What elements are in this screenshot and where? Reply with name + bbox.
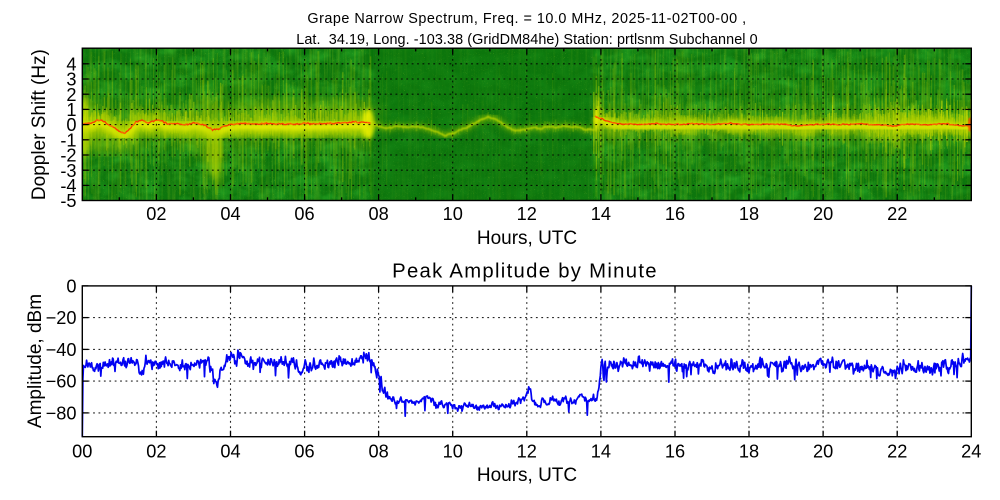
- svg-text:04: 04: [220, 442, 240, 462]
- svg-text:−60: −60: [46, 372, 77, 392]
- svg-text:2: 2: [66, 85, 76, 105]
- svg-text:Doppler Shift (Hz): Doppler Shift (Hz): [29, 49, 50, 200]
- svg-text:08: 08: [369, 442, 389, 462]
- svg-text:−80: −80: [46, 403, 77, 423]
- svg-text:20: 20: [813, 204, 833, 224]
- svg-text:1: 1: [66, 100, 76, 120]
- svg-text:−40: −40: [46, 340, 77, 360]
- svg-text:-1: -1: [60, 130, 76, 150]
- svg-text:08: 08: [369, 204, 389, 224]
- svg-text:00: 00: [72, 442, 92, 462]
- svg-text:06: 06: [294, 442, 314, 462]
- svg-text:Amplitude, dBm: Amplitude, dBm: [25, 294, 46, 428]
- svg-text:10: 10: [443, 204, 463, 224]
- svg-text:0: 0: [66, 276, 76, 296]
- svg-text:Hours, UTC: Hours, UTC: [477, 465, 577, 486]
- svg-text:−20: −20: [46, 308, 77, 328]
- svg-text:14: 14: [591, 442, 611, 462]
- svg-text:16: 16: [665, 442, 685, 462]
- svg-text:20: 20: [813, 442, 833, 462]
- svg-text:-4: -4: [60, 176, 76, 196]
- svg-text:0: 0: [66, 115, 76, 135]
- svg-text:18: 18: [739, 442, 759, 462]
- svg-text:02: 02: [146, 204, 166, 224]
- svg-text:-2: -2: [60, 146, 76, 166]
- svg-text:24: 24: [961, 442, 981, 462]
- svg-text:3: 3: [66, 70, 76, 90]
- svg-text:-3: -3: [60, 161, 76, 181]
- svg-text:06: 06: [294, 204, 314, 224]
- svg-text:18: 18: [739, 204, 759, 224]
- svg-text:Grape Narrow Spectrum, Freq. =: Grape Narrow Spectrum, Freq. = 10.0 MHz,…: [307, 11, 746, 27]
- svg-text:02: 02: [146, 442, 166, 462]
- svg-text:12: 12: [517, 204, 537, 224]
- svg-text:16: 16: [665, 204, 685, 224]
- svg-text:-5: -5: [60, 191, 76, 211]
- svg-text:10: 10: [443, 442, 463, 462]
- svg-text:Hours, UTC: Hours, UTC: [477, 228, 577, 249]
- svg-text:12: 12: [517, 442, 537, 462]
- svg-text:22: 22: [887, 442, 907, 462]
- svg-text:Lat. 34.19, Long. -103.38 (Gr: Lat. 34.19, Long. -103.38 (GridDM84he) S…: [296, 32, 758, 48]
- svg-text:22: 22: [887, 204, 907, 224]
- svg-text:14: 14: [591, 204, 611, 224]
- svg-text:04: 04: [220, 204, 240, 224]
- svg-text:Peak Amplitude by Minute: Peak Amplitude by Minute: [392, 261, 658, 283]
- svg-text:4: 4: [66, 54, 76, 74]
